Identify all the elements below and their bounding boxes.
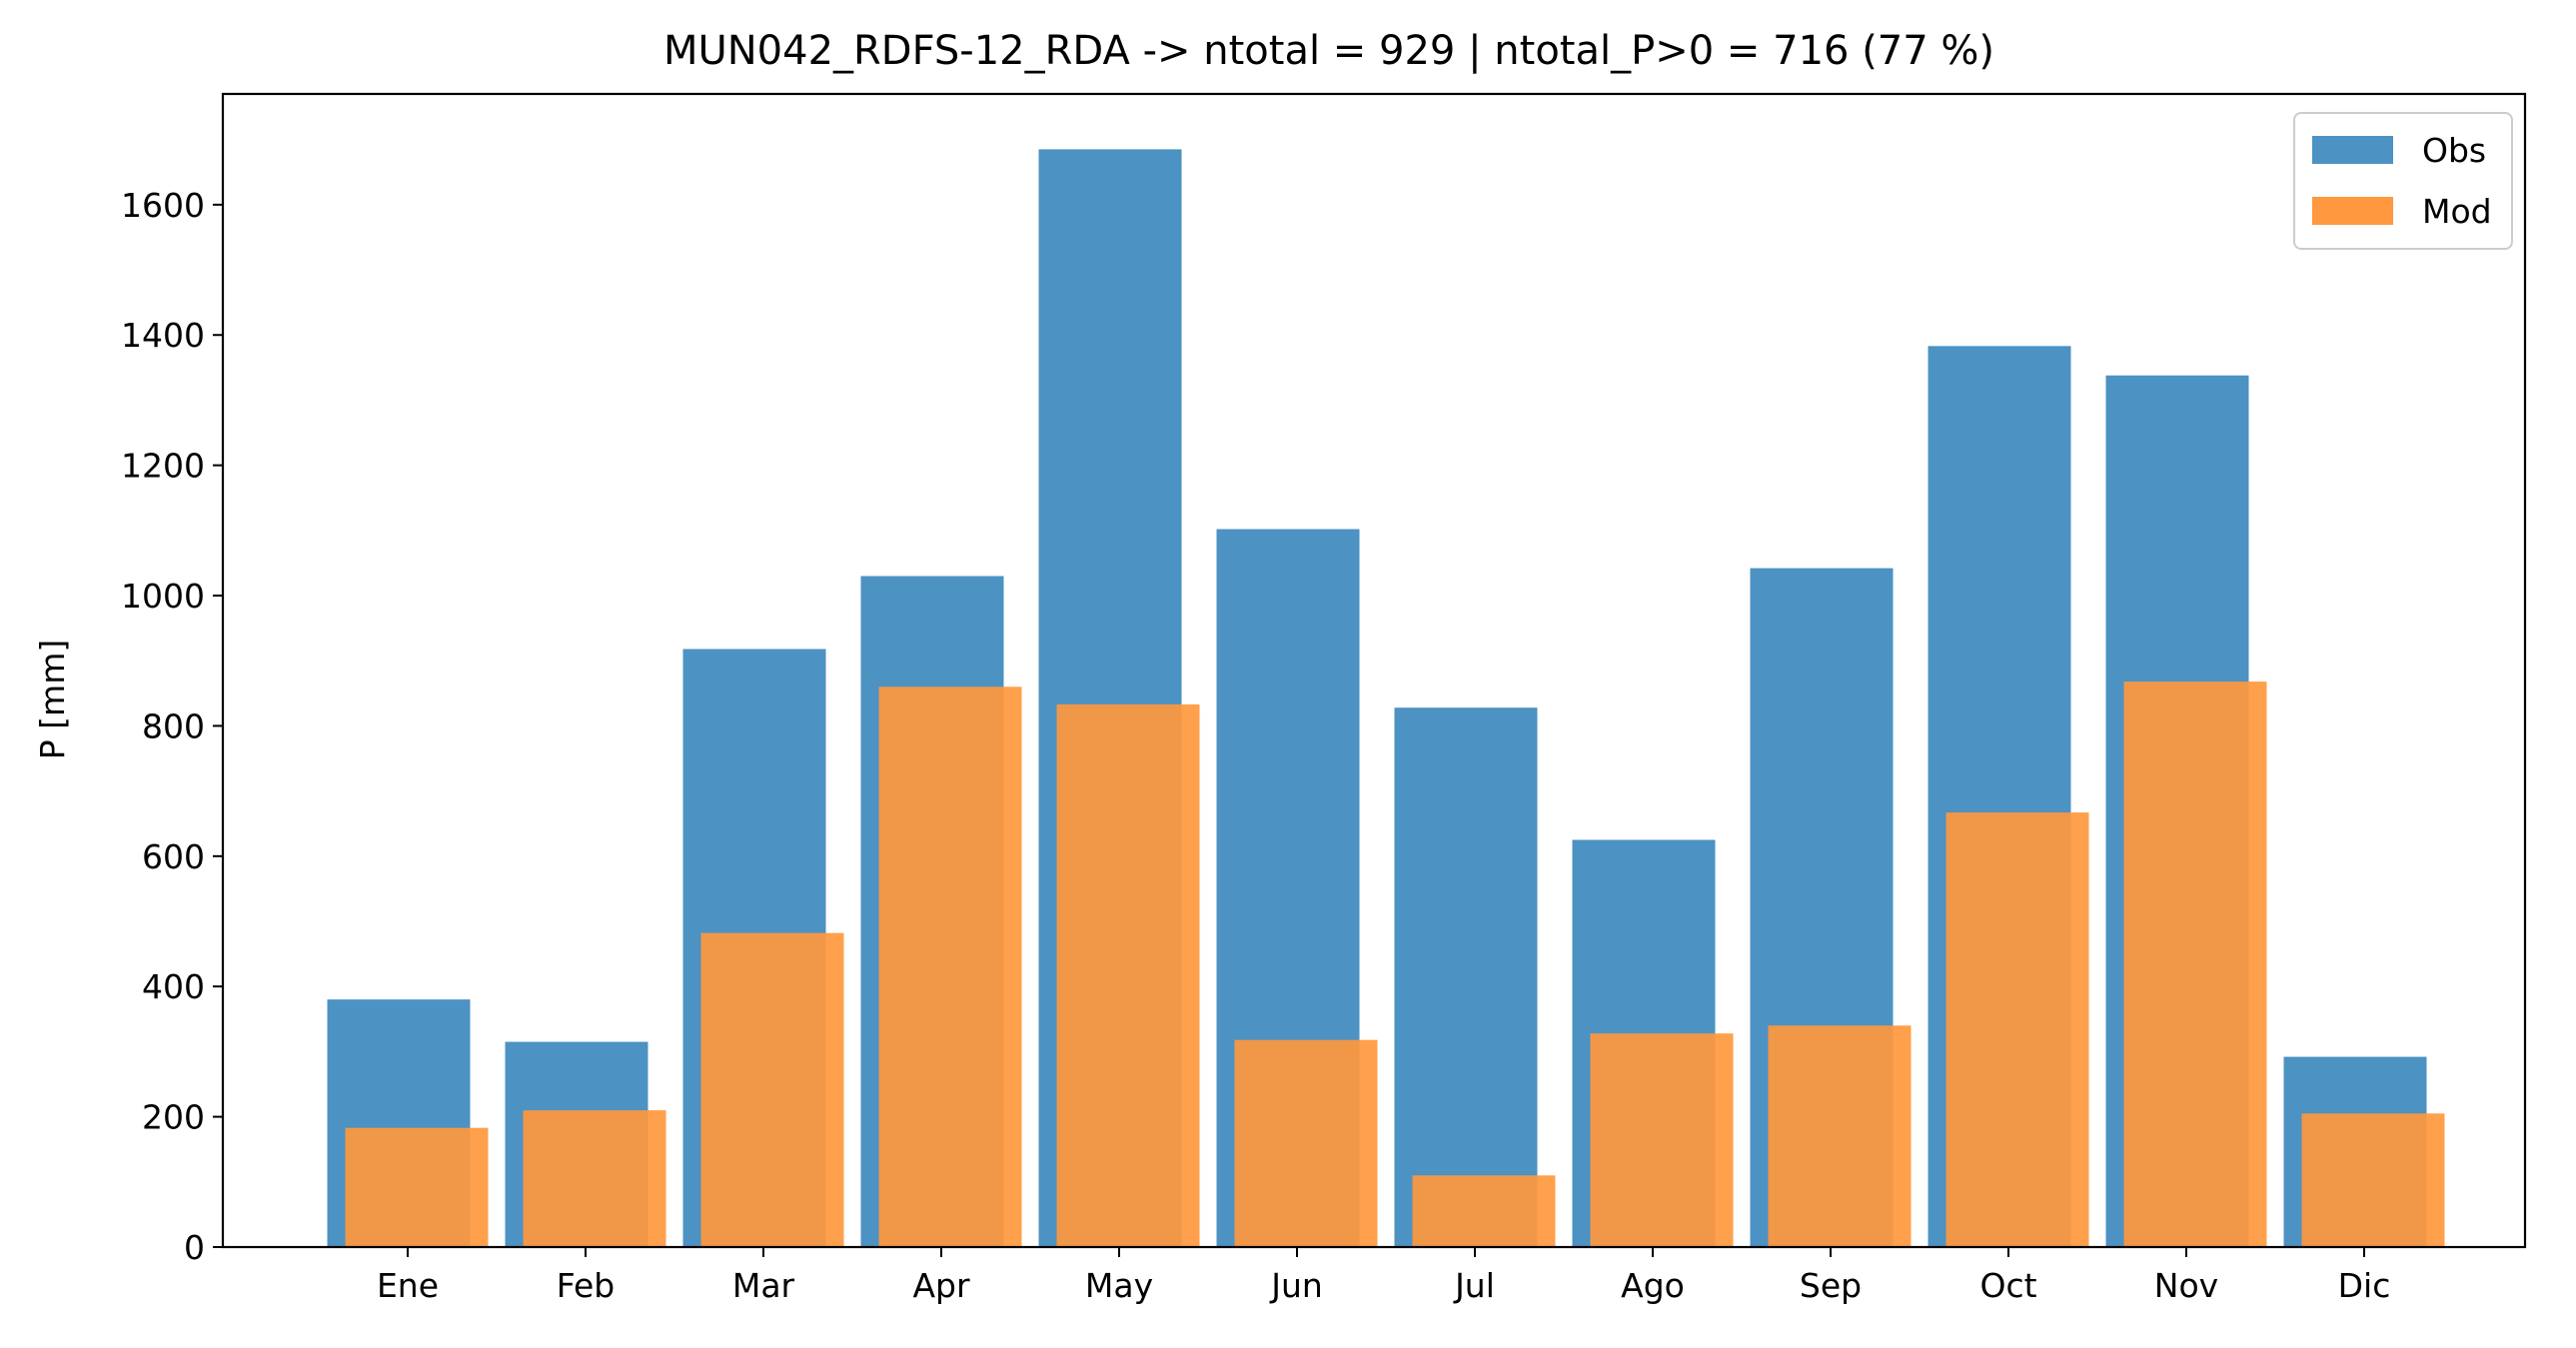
bar-obs-jul [1394,707,1538,1247]
y-tick-label: 1200 [121,447,205,486]
bar-mod-may [1056,703,1200,1247]
y-tick-label: 400 [142,967,205,1006]
x-tick-label: Apr [912,1266,970,1305]
x-tick-label: Dic [2338,1266,2391,1305]
x-tick-label: Oct [1979,1266,2036,1305]
bar-mod-dic [2301,1113,2445,1247]
y-tick-label: 600 [142,837,205,876]
y-tick-label: 1600 [121,186,205,225]
legend: Obs Mod [2293,112,2513,250]
x-tick-label: Feb [557,1266,615,1305]
x-tick-label: Mar [732,1266,795,1305]
y-tick-label: 800 [142,706,205,745]
x-tick-label: Jun [1269,1266,1323,1305]
bar-mod-ene [345,1127,489,1247]
x-tick-label: Ago [1621,1266,1685,1305]
x-tick-label: Ene [377,1266,439,1305]
y-axis-ticks: 0 200 400 600 800 1000 1200 1400 1600 [121,186,223,1267]
y-tick-label: 0 [184,1228,205,1267]
x-tick-label: Jul [1453,1266,1495,1305]
x-axis-ticks: Ene Feb Mar Apr May Jun Jul Ago Sep Oct Nov Dic [377,1247,2390,1305]
bar-mod-sep [1768,1025,1912,1247]
bar-mod-mar [700,932,844,1247]
y-axis-label: P [mm] [33,640,72,759]
x-tick-label: Sep [1800,1266,1862,1305]
bar-mod-nov [2123,681,2267,1247]
legend-swatch-mod [2312,197,2393,225]
legend-label-mod: Mod [2422,192,2492,231]
bar-mod-ago [1590,1033,1734,1247]
y-tick-label: 1400 [121,316,205,355]
legend-label-obs: Obs [2422,131,2486,170]
bar-mod-jun [1234,1039,1378,1247]
bar-mod-apr [878,686,1022,1247]
legend-swatch-obs [2312,136,2393,164]
y-tick-label: 1000 [121,577,205,616]
x-tick-label: May [1085,1266,1153,1305]
chart-title: MUN042_RDFS-12_RDA -> ntotal = 929 | nto… [663,28,1994,74]
bar-mod-oct [1945,812,2089,1247]
x-tick-label: Nov [2154,1266,2218,1305]
bar-mod-jul [1412,1175,1556,1247]
bars-group [327,149,2445,1247]
y-tick-label: 200 [142,1098,205,1137]
bar-mod-feb [523,1110,666,1247]
plot-frame [221,92,2527,1249]
